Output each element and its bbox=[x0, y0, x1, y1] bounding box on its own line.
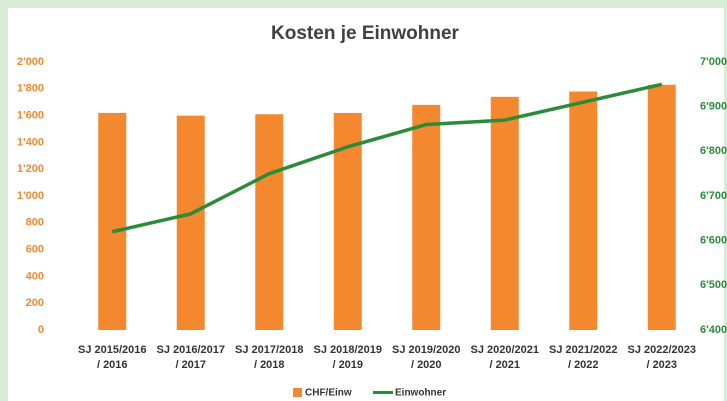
x-tick-label: / 2019 bbox=[332, 359, 363, 371]
y-tick-label: 1'800 bbox=[17, 83, 44, 95]
bar bbox=[255, 114, 284, 330]
x-tick-label: SJ 2015/2016 bbox=[78, 344, 147, 356]
panel bbox=[8, 8, 724, 401]
y2-tick-label: 6'700 bbox=[700, 190, 727, 202]
x-tick-label: / 2016 bbox=[97, 359, 128, 371]
x-tick-label: / 2021 bbox=[489, 359, 520, 371]
x-tick-label: / 2020 bbox=[411, 359, 442, 371]
x-tick-label: / 2017 bbox=[175, 359, 206, 371]
line bbox=[111, 82, 663, 234]
bar bbox=[412, 104, 441, 330]
y-tick-label: 800 bbox=[26, 217, 44, 229]
y-tick-label: 400 bbox=[26, 270, 44, 282]
x-tick-label: / 2023 bbox=[646, 359, 677, 371]
y-tick-label: 2'000 bbox=[17, 56, 44, 68]
y2-tick-label: 6'900 bbox=[700, 101, 727, 113]
y-tick-label: 1'600 bbox=[17, 110, 44, 122]
x-tick-label: SJ 2019/2020 bbox=[392, 344, 461, 356]
legend-label: CHF/Einw bbox=[305, 388, 352, 399]
y2-tick-label: 7'000 bbox=[700, 56, 727, 68]
x-tick-label: SJ 2018/2019 bbox=[313, 344, 382, 356]
legend-label: Einwohner bbox=[395, 388, 446, 399]
y-tick-label: 1'000 bbox=[17, 190, 44, 202]
x-tick-label: / 2018 bbox=[254, 359, 285, 371]
y2-tick-label: 6'600 bbox=[700, 235, 727, 247]
x-tick-label: SJ 2021/2022 bbox=[549, 344, 618, 356]
y-tick-label: 600 bbox=[26, 244, 44, 256]
y-tick-label: 0 bbox=[38, 324, 44, 336]
y-tick-label: 1'400 bbox=[17, 136, 44, 148]
chart-title: Kosten je Einwohner bbox=[271, 23, 460, 44]
bar bbox=[569, 91, 598, 330]
legend-swatch bbox=[293, 388, 302, 397]
x-tick-label: / 2022 bbox=[568, 359, 599, 371]
y-tick-label: 200 bbox=[26, 297, 44, 309]
x-tick-label: SJ 2022/2023 bbox=[627, 344, 696, 356]
bar bbox=[490, 96, 519, 330]
y2-tick-label: 6'500 bbox=[700, 279, 727, 291]
bar bbox=[176, 115, 205, 330]
y2-tick-label: 6'400 bbox=[700, 324, 727, 336]
x-tick-label: SJ 2016/2017 bbox=[156, 344, 225, 356]
y-tick-label: 1'200 bbox=[17, 163, 44, 175]
x-tick-label: SJ 2017/2018 bbox=[235, 344, 304, 356]
y2-tick-label: 6'800 bbox=[700, 145, 727, 157]
bar bbox=[98, 112, 127, 330]
bar bbox=[647, 84, 676, 330]
x-tick-label: SJ 2020/2021 bbox=[470, 344, 539, 356]
